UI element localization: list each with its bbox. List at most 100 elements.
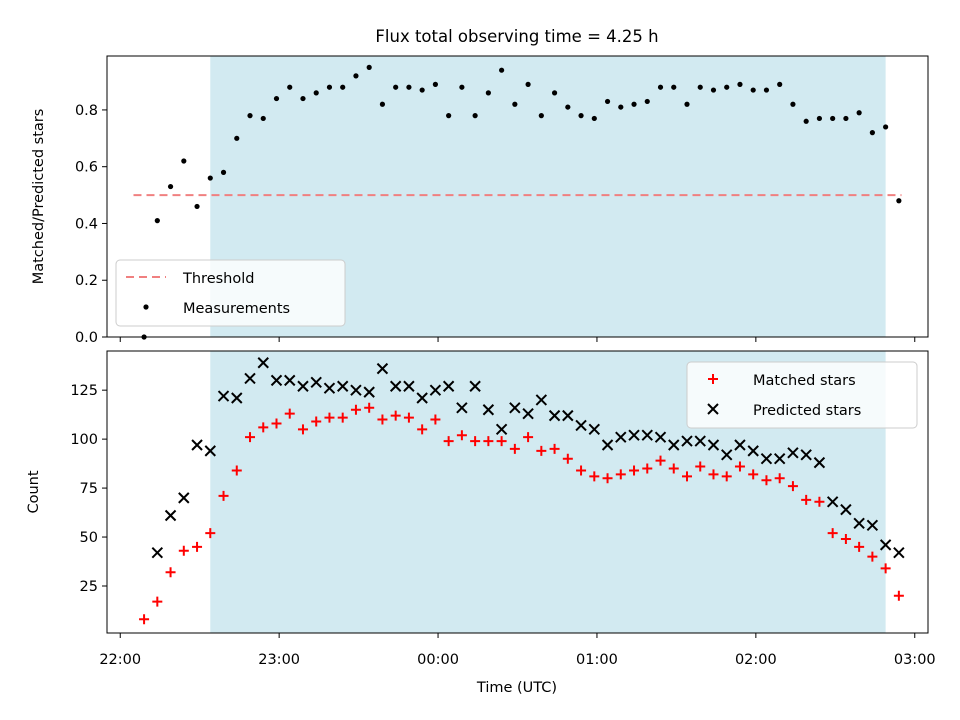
- matched-star-point: [139, 614, 150, 625]
- measurement-point: [803, 118, 809, 124]
- measurement-point: [340, 84, 346, 90]
- predicted-star-point: [773, 453, 786, 465]
- predicted-star-point: [178, 492, 190, 504]
- predicted-star-point: [442, 380, 455, 392]
- matched-star-point: [695, 461, 706, 472]
- matched-star-point: [509, 443, 520, 454]
- legend-matched-swatch: [708, 374, 718, 384]
- measurement-point: [763, 87, 770, 93]
- predicted-star-point: [310, 376, 322, 389]
- matched-star-point: [681, 471, 692, 482]
- y-tick-label: 0.6: [75, 160, 98, 176]
- predicted-star-point: [893, 547, 905, 559]
- matched-star-point: [814, 496, 825, 507]
- predicted-star-point: [588, 423, 601, 436]
- predicted-star-point: [151, 547, 164, 559]
- matched-star-point: [880, 563, 891, 574]
- measurement-point: [869, 130, 875, 136]
- matched-star-point: [297, 424, 308, 435]
- measurement-point: [750, 87, 756, 93]
- ratio-x-axis-ticks: [119, 337, 916, 342]
- predicted-star-point: [787, 447, 799, 459]
- measurement-point: [446, 113, 452, 119]
- matched-star-point: [324, 412, 335, 423]
- matched-star-point: [390, 410, 401, 421]
- measurement-point: [313, 90, 319, 96]
- count-y-axis-ticks: 25 50 75 100 125: [70, 383, 107, 595]
- predicted-star-point: [628, 429, 640, 441]
- predicted-star-point: [257, 357, 269, 369]
- predicted-star-point: [336, 380, 349, 392]
- count-x-axis-ticks: 22:00 23:00 00:00 01:00 02:00 03:00: [99, 633, 936, 668]
- x-tick-label: 02:00: [735, 652, 777, 668]
- predicted-star-point: [469, 380, 481, 392]
- measurement-point: [565, 104, 571, 110]
- matched-star-point: [258, 422, 269, 433]
- predicted-star-point: [270, 374, 283, 387]
- matched-star-point: [165, 567, 176, 578]
- measurement-point: [671, 84, 677, 90]
- matched-star-point: [801, 494, 812, 505]
- measurement-point: [432, 81, 438, 87]
- matched-star-point: [231, 465, 242, 476]
- x-tick-label: 01:00: [576, 652, 618, 668]
- matched-star-point: [218, 490, 229, 501]
- predicted-star-point: [747, 445, 759, 457]
- matched-star-point: [483, 436, 494, 447]
- measurement-point: [485, 90, 491, 96]
- predicted-star-point: [429, 384, 442, 396]
- y-tick-label: 75: [80, 481, 98, 497]
- matched-star-point: [178, 545, 189, 556]
- predicted-star-point: [879, 539, 892, 551]
- count-axes-frame: [106, 350, 929, 634]
- measurement-point: [591, 115, 597, 122]
- matched-star-point: [549, 443, 560, 454]
- x-tick-label: 00:00: [417, 652, 459, 668]
- measurement-point: [790, 101, 796, 107]
- measurement-point: [724, 84, 730, 90]
- measurement-point: [194, 203, 200, 210]
- measurement-point: [234, 135, 240, 141]
- matched-star-point: [761, 475, 772, 486]
- predicted-star-point: [416, 392, 428, 404]
- measurement-point: [353, 73, 359, 79]
- matched-star-point: [629, 465, 640, 476]
- matched-star-point: [443, 436, 454, 447]
- count-y-axis-label: Count: [26, 470, 42, 513]
- measurement-point: [657, 84, 664, 90]
- ratio-legend: Threshold Measurements: [115, 259, 346, 327]
- predicted-star-point: [853, 517, 865, 530]
- measurement-point: [393, 84, 399, 90]
- predicted-star-point: [244, 372, 256, 385]
- measurement-point: [459, 84, 465, 90]
- predicted-star-point: [495, 423, 508, 436]
- measurement-point: [472, 113, 478, 119]
- measurement-point: [843, 115, 849, 122]
- matched-star-point: [523, 432, 534, 443]
- legend-measurements-swatch: [143, 304, 149, 310]
- y-tick-label: 0.0: [75, 330, 98, 346]
- predicted-star-point: [721, 449, 733, 461]
- legend-threshold-label: Threshold: [182, 271, 254, 287]
- measurement-point: [578, 113, 584, 119]
- matched-star-point: [642, 463, 653, 474]
- predicted-star-point: [456, 402, 468, 414]
- y-tick-label: 100: [70, 432, 98, 448]
- predicted-star-point: [654, 431, 667, 443]
- matched-star-point: [734, 461, 745, 472]
- predicted-star-point: [668, 439, 680, 451]
- predicted-star-point: [217, 390, 230, 402]
- measurements-points: [141, 64, 902, 340]
- predicted-star-point: [615, 431, 627, 443]
- measurement-point: [406, 84, 412, 90]
- matched-star-point: [245, 432, 256, 443]
- predicted-stars-points: [151, 357, 905, 559]
- matched-star-point: [576, 465, 587, 476]
- predicted-star-point: [535, 394, 548, 406]
- measurement-point: [512, 101, 518, 107]
- matched-star-point: [827, 528, 838, 539]
- predicted-star-point: [482, 404, 495, 416]
- measurement-point: [167, 183, 174, 190]
- measurement-point: [287, 84, 293, 90]
- matched-star-point: [152, 596, 163, 607]
